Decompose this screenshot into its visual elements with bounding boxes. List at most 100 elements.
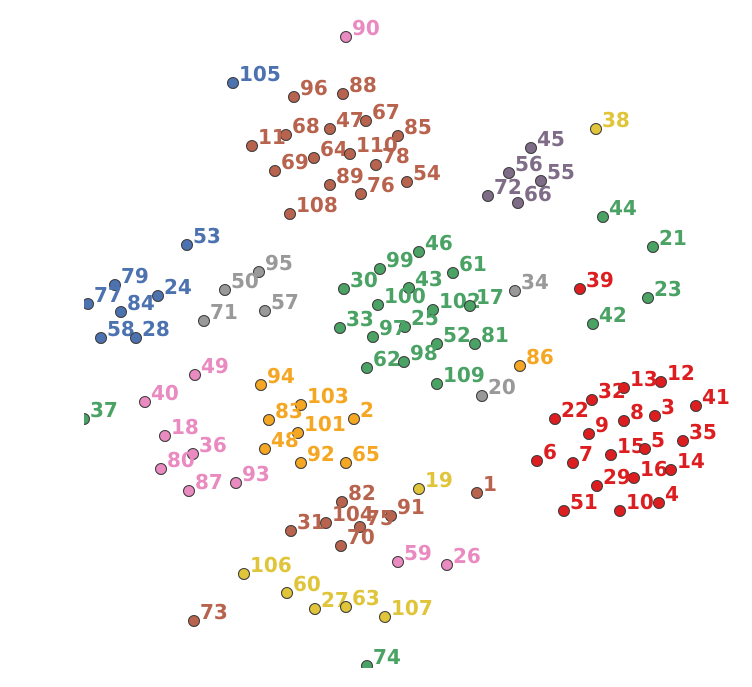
- point-8: [618, 415, 630, 427]
- point-label-42: 42: [599, 303, 627, 327]
- point-label-78: 78: [382, 144, 410, 168]
- point-label-72: 72: [494, 175, 522, 199]
- point-72: [482, 190, 494, 202]
- point-94: [255, 379, 267, 391]
- point-21: [647, 241, 659, 253]
- point-62: [361, 362, 373, 374]
- point-63: [340, 601, 352, 613]
- point-107: [379, 611, 391, 623]
- point-label-73: 73: [200, 600, 228, 624]
- point-label-31: 31: [297, 510, 325, 534]
- point-label-56: 56: [515, 152, 543, 176]
- point-17: [464, 300, 476, 312]
- point-69: [269, 165, 281, 177]
- point-39: [574, 283, 586, 295]
- point-95: [253, 266, 265, 278]
- point-label-47: 47: [336, 108, 364, 132]
- point-label-24: 24: [164, 275, 192, 299]
- point-97: [367, 331, 379, 343]
- point-88: [337, 88, 349, 100]
- point-32: [586, 394, 598, 406]
- point-label-13: 13: [630, 367, 658, 391]
- point-28: [130, 332, 142, 344]
- point-label-44: 44: [609, 196, 637, 220]
- point-label-91: 91: [397, 495, 425, 519]
- point-37: [84, 413, 90, 425]
- point-102: [427, 304, 439, 316]
- point-4: [653, 497, 665, 509]
- point-label-54: 54: [413, 161, 441, 185]
- point-label-14: 14: [677, 449, 705, 473]
- point-13: [618, 382, 630, 394]
- point-99: [374, 263, 386, 275]
- point-label-19: 19: [425, 468, 453, 492]
- point-1: [471, 487, 483, 499]
- point-label-77: 77: [94, 283, 122, 307]
- point-label-7: 7: [579, 442, 593, 466]
- point-29: [591, 480, 603, 492]
- point-10: [614, 505, 626, 517]
- point-3: [649, 410, 661, 422]
- point-label-36: 36: [199, 433, 227, 457]
- point-label-3: 3: [661, 395, 675, 419]
- point-66: [512, 197, 524, 209]
- point-79: [109, 279, 121, 291]
- point-label-22: 22: [561, 398, 589, 422]
- point-7: [567, 457, 579, 469]
- point-36: [187, 448, 199, 460]
- point-2: [348, 413, 360, 425]
- point-label-25: 25: [411, 306, 439, 330]
- point-93: [230, 477, 242, 489]
- point-label-94: 94: [267, 364, 295, 388]
- point-label-55: 55: [547, 160, 575, 184]
- point-label-65: 65: [352, 442, 380, 466]
- point-label-35: 35: [689, 420, 717, 444]
- point-label-41: 41: [702, 385, 730, 409]
- point-108: [284, 208, 296, 220]
- point-65: [340, 457, 352, 469]
- point-47: [324, 123, 336, 135]
- point-label-90: 90: [352, 16, 380, 40]
- point-label-43: 43: [415, 267, 443, 291]
- point-110: [344, 148, 356, 160]
- point-label-39: 39: [586, 268, 614, 292]
- point-45: [525, 142, 537, 154]
- point-label-96: 96: [300, 76, 328, 100]
- point-46: [413, 246, 425, 258]
- point-label-8: 8: [630, 400, 644, 424]
- point-68: [280, 129, 292, 141]
- point-96: [288, 91, 300, 103]
- point-label-63: 63: [352, 586, 380, 610]
- point-label-82: 82: [348, 481, 376, 505]
- point-5: [639, 443, 651, 455]
- point-label-33: 33: [346, 307, 374, 331]
- point-label-79: 79: [121, 264, 149, 288]
- point-label-46: 46: [425, 231, 453, 255]
- point-label-11: 11: [258, 125, 286, 149]
- point-40: [139, 396, 151, 408]
- point-label-18: 18: [171, 415, 199, 439]
- point-64: [308, 152, 320, 164]
- point-57: [259, 305, 271, 317]
- point-19: [413, 483, 425, 495]
- point-87: [183, 485, 195, 497]
- point-label-6: 6: [543, 440, 557, 464]
- point-label-80: 80: [167, 448, 195, 472]
- point-14: [665, 464, 677, 476]
- point-34: [509, 285, 521, 297]
- point-103: [295, 399, 307, 411]
- point-9: [583, 428, 595, 440]
- point-78: [370, 159, 382, 171]
- point-74: [361, 660, 373, 668]
- point-18: [159, 430, 171, 442]
- point-label-53: 53: [193, 224, 221, 248]
- point-label-74: 74: [373, 645, 401, 669]
- point-59: [392, 556, 404, 568]
- point-35: [677, 435, 689, 447]
- point-label-1: 1: [483, 472, 497, 496]
- point-label-9: 9: [595, 413, 609, 437]
- point-label-87: 87: [195, 470, 223, 494]
- point-label-106: 106: [250, 553, 292, 577]
